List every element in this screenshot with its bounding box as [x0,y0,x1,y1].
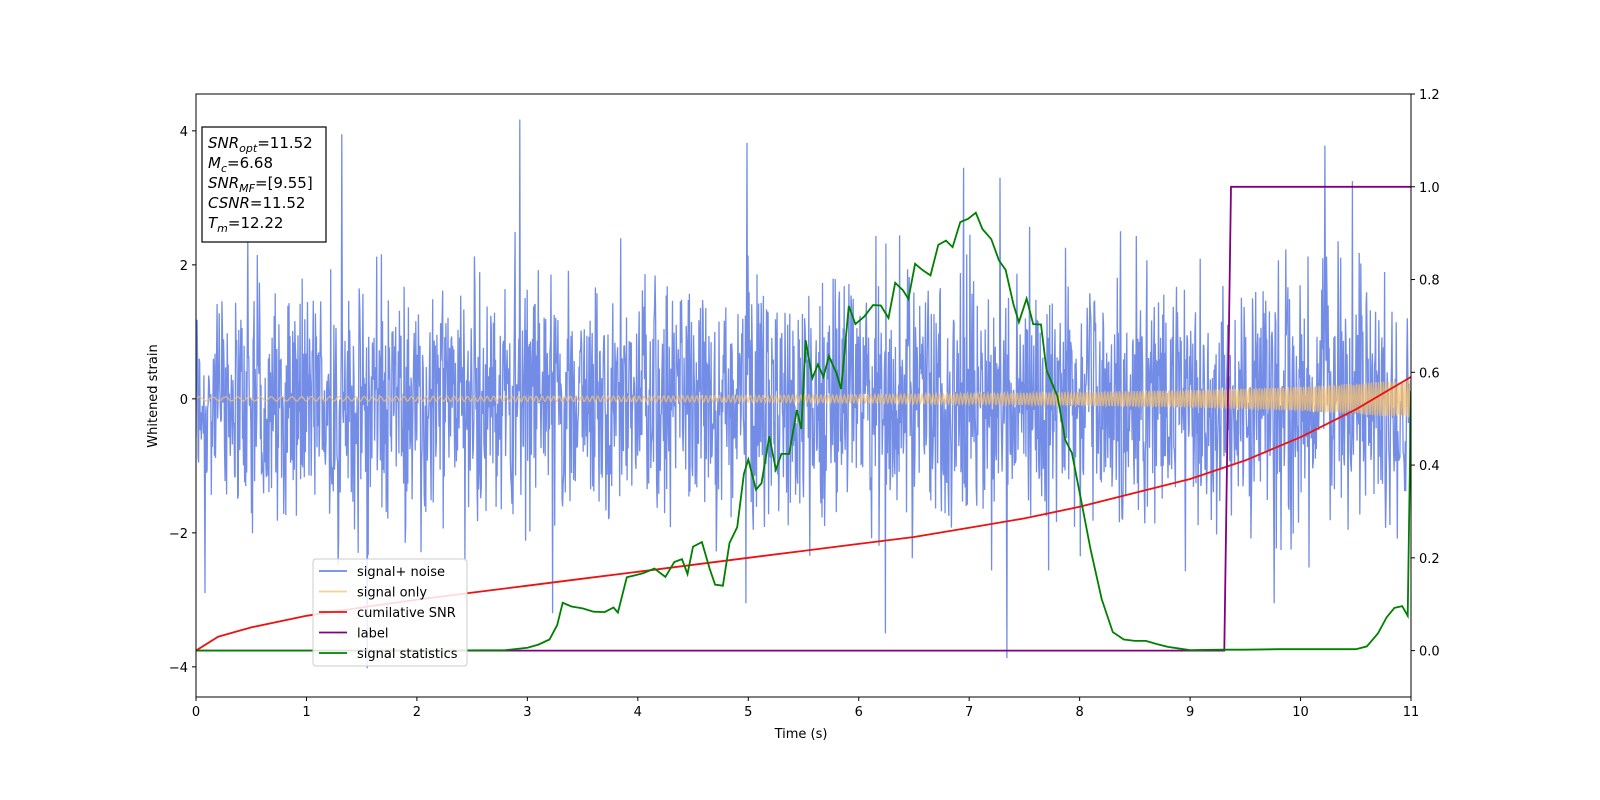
x-tick-label: 5 [744,705,752,720]
snr-annotation-box: SNRopt=11.52Mc=6.68SNRMF=[9.55]CSNR=11.5… [201,126,327,243]
x-tick-label: 4 [634,705,642,720]
legend-label: signal only [357,586,427,601]
annotation-line: Tm=12.22 [208,214,283,235]
series-signal-noise-line [196,119,1411,669]
y-tick-label: −4 [169,661,188,676]
annotation-line: CSNR=11.52 [208,194,305,212]
annotation-line: Mc=6.68 [208,154,273,175]
x-tick-label: 8 [1075,705,1083,720]
x-axis-label: Time (s) [774,727,828,742]
y-axis-left: 4 2 0 −2 −4 [169,125,196,676]
x-tick-label: 9 [1186,705,1194,720]
annotation-line: SNRMF=[9.55] [208,174,313,195]
y-axis-right: 1.2 1.0 0.8 0.6 0.4 0.2 0.0 [1411,88,1440,660]
y-tick-label: −2 [169,527,188,542]
y-tick-label: 4 [180,125,188,140]
x-tick-label: 7 [965,705,973,720]
legend-label: signal+ noise [357,565,445,580]
x-axis: 0 1 2 3 4 5 6 7 8 9 10 11 [192,697,1419,720]
annotation-line: SNRopt=11.52 [208,134,313,155]
y2-tick-label: 1.0 [1419,181,1440,196]
legend-label: cumilative SNR [357,606,456,621]
series-label-line [196,185,1411,652]
y-axis-label: Whitened strain [146,344,161,447]
x-tick-label: 2 [413,705,421,720]
legend: signal+ noise signal only cumilative SNR la… [312,558,468,667]
y2-tick-label: 0.6 [1419,366,1440,381]
x-tick-label: 0 [192,705,200,720]
legend-label: signal statistics [357,647,458,662]
x-tick-label: 11 [1403,705,1420,720]
y2-tick-label: 0.4 [1419,459,1440,474]
x-tick-label: 6 [855,705,863,720]
y2-tick-label: 0.0 [1419,645,1440,660]
series-signal-statistics-line [196,211,1411,652]
x-tick-label: 3 [523,705,531,720]
x-tick-label: 1 [302,705,310,720]
y-tick-label: 2 [180,259,188,274]
legend-label: label [357,627,388,642]
x-tick-label: 10 [1292,705,1309,720]
plot-frame [195,93,1412,698]
y2-tick-label: 0.2 [1419,552,1440,567]
y2-tick-label: 0.8 [1419,274,1440,289]
y-tick-label: 0 [180,393,188,408]
y2-tick-label: 1.2 [1419,88,1440,103]
